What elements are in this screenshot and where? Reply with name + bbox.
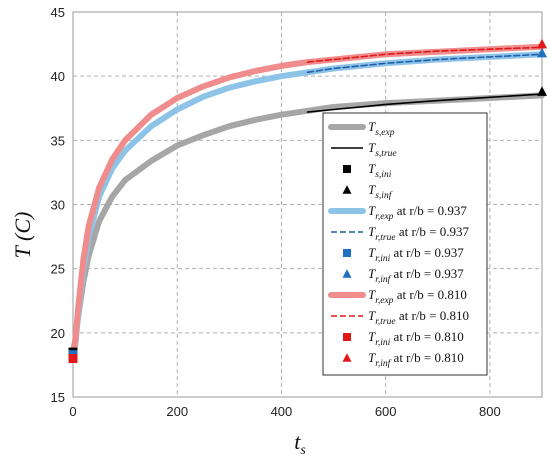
legend-swatch (342, 185, 352, 194)
legend-entry: Tr,ini at r/b = 0.810 (343, 329, 464, 348)
x-axis-title: ts (294, 429, 306, 458)
legend-label: Tr,ini at r/b = 0.937 (368, 245, 464, 264)
legend-entry: Ts,true (331, 140, 397, 159)
x-tick-label: 0 (69, 404, 76, 419)
legend-label: Tr,inf at r/b = 0.810 (368, 350, 464, 369)
x-tick-label: 200 (166, 404, 188, 419)
legend-entry: Ts,exp (328, 119, 395, 138)
y-tick-label: 30 (51, 198, 65, 213)
series-r810-true-line (306, 46, 543, 63)
legend-entry: Tr,inf at r/b = 0.937 (342, 266, 464, 285)
y-tick-label: 45 (51, 5, 65, 20)
legend-label: Ts,true (368, 140, 397, 159)
legend-label: Tr,inf at r/b = 0.937 (368, 266, 464, 285)
series-r937-inf-marker (537, 47, 547, 58)
series-s-inf-marker (537, 86, 547, 96)
legend-entry: Tr,inf at r/b = 0.810 (342, 350, 464, 369)
legend-entry: Tr,exp at r/b = 0.937 (328, 203, 467, 222)
y-tick-labels: 15 20 25 30 35 40 45 (51, 5, 65, 405)
y-tick-label: 25 (51, 262, 65, 277)
legend-entry: Tr,true at r/b = 0.810 (331, 308, 469, 327)
x-tick-label: 800 (479, 404, 501, 419)
legend-swatch (342, 353, 352, 362)
legend-entry: Tr,ini at r/b = 0.937 (343, 245, 464, 264)
legend: Ts,exp Ts,true Ts,ini Ts,inf Tr,exp at r/b =… (322, 112, 488, 376)
y-axis-title: T (C) (10, 212, 35, 259)
legend-label: Tr,true at r/b = 0.937 (368, 224, 469, 243)
series-layer (68, 38, 547, 363)
legend-label: Ts,inf (368, 182, 393, 201)
series-r810-ini-marker (68, 354, 78, 363)
y-tick-label: 40 (51, 69, 65, 84)
legend-entry: Tr,exp at r/b = 0.810 (328, 287, 467, 306)
legend-label: Ts,exp (368, 119, 395, 138)
legend-box (322, 112, 488, 376)
x-tick-label: 400 (271, 404, 293, 419)
legend-swatch (343, 249, 351, 257)
y-tick-label: 20 (51, 326, 65, 341)
y-tick-label: 35 (51, 133, 65, 148)
plot-border (72, 11, 543, 398)
legend-label: Tr,exp at r/b = 0.937 (368, 203, 467, 222)
legend-label: Tr,exp at r/b = 0.810 (368, 287, 467, 306)
legend-swatch (343, 165, 351, 173)
legend-swatch (343, 333, 351, 341)
series-s-true-line (306, 93, 543, 113)
legend-entry: Tr,true at r/b = 0.937 (331, 224, 469, 243)
legend-label: Tr,ini at r/b = 0.810 (368, 329, 464, 348)
legend-swatch (342, 269, 352, 278)
series-r937-true-line (306, 53, 543, 74)
series-r810-inf-marker (537, 38, 547, 49)
y-tick-label: 15 (51, 390, 65, 405)
legend-label: Tr,true at r/b = 0.810 (368, 308, 469, 327)
x-tick-labels: 0 200 400 600 800 (69, 404, 500, 419)
legend-entry: Ts,inf (342, 182, 393, 201)
legend-label: Ts,ini (368, 161, 392, 180)
legend-entry: Ts,ini (343, 161, 392, 180)
series-r810-exp-line (70, 43, 545, 362)
x-tick-label: 600 (375, 404, 397, 419)
plot-frame (72, 11, 543, 398)
